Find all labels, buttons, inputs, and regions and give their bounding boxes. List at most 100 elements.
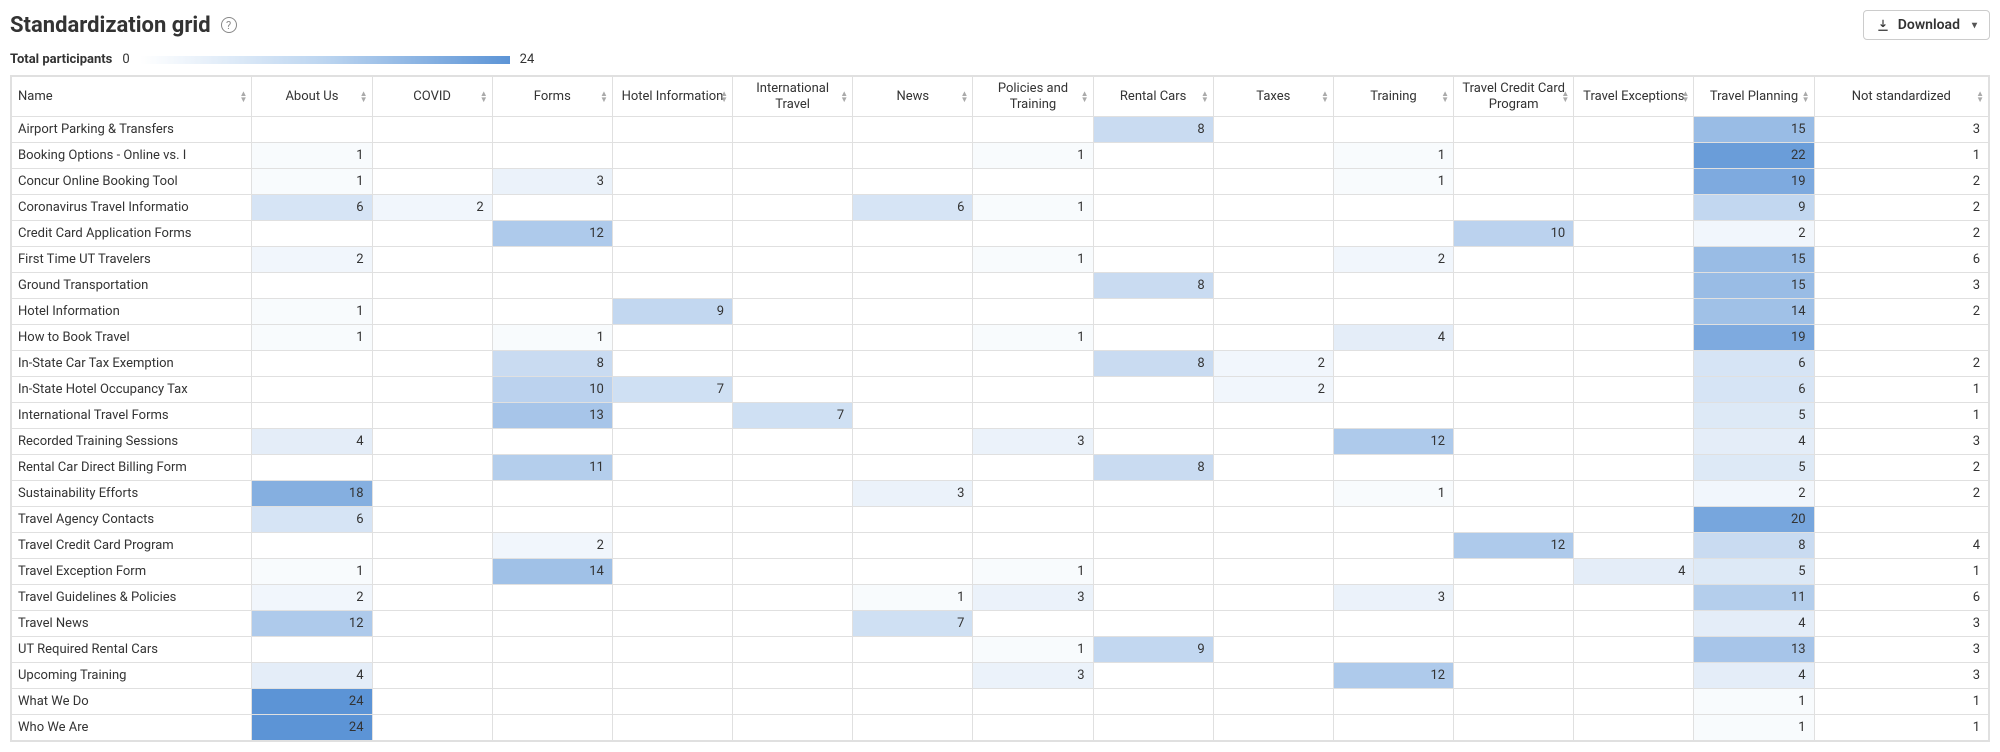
grid-cell [1093,143,1213,169]
grid-cell [853,507,973,533]
row-name[interactable]: Coronavirus Travel Informatio [12,195,252,221]
row-name[interactable]: Travel Credit Card Program [12,533,252,559]
row-name[interactable]: Booking Options - Online vs. I [12,143,252,169]
grid-cell [1093,689,1213,715]
row-name[interactable]: In-State Car Tax Exemption [12,351,252,377]
grid-cell: 1 [973,143,1093,169]
download-button[interactable]: Download ▾ [1863,10,1990,40]
grid-cell: 1 [252,559,372,585]
grid-cell [1213,715,1333,741]
row-name[interactable]: What We Do [12,689,252,715]
grid-cell [853,117,973,143]
row-name[interactable]: Travel Exception Form [12,559,252,585]
grid-cell: 1 [252,169,372,195]
column-header[interactable]: Taxes▲▼ [1213,77,1333,117]
row-name[interactable]: Hotel Information [12,299,252,325]
grid-cell [1213,273,1333,299]
row-name[interactable]: Upcoming Training [12,663,252,689]
column-header[interactable]: Travel Credit Card Program▲▼ [1454,77,1574,117]
grid-cell [1454,377,1574,403]
grid-cell [612,455,732,481]
row-name[interactable]: Travel News [12,611,252,637]
grid-cell [492,247,612,273]
grid-cell [973,533,1093,559]
column-header[interactable]: International Travel▲▼ [733,77,853,117]
grid-cell [612,429,732,455]
grid-cell [372,689,492,715]
column-header[interactable]: Training▲▼ [1333,77,1453,117]
row-name[interactable]: Who We Are [12,715,252,741]
grid-cell [492,663,612,689]
row-name[interactable]: UT Required Rental Cars [12,637,252,663]
grid-cell [733,247,853,273]
grid-cell [1454,299,1574,325]
grid-cell [1333,559,1453,585]
grid-cell [1213,637,1333,663]
column-header[interactable]: About Us▲▼ [252,77,372,117]
grid-cell [492,637,612,663]
grid-cell [1093,507,1213,533]
grid-cell [252,377,372,403]
grid-cell [372,507,492,533]
download-icon [1876,18,1890,32]
row-name[interactable]: Rental Car Direct Billing Form [12,455,252,481]
column-header[interactable]: Name▲▼ [12,77,252,117]
column-header[interactable]: Forms▲▼ [492,77,612,117]
grid-cell [1093,533,1213,559]
grid-cell [612,117,732,143]
grid-cell [1574,455,1694,481]
table-row: Who We Are2411 [12,715,1989,741]
grid-cell [612,637,732,663]
column-header[interactable]: Not standardized▲▼ [1814,77,1988,117]
row-name[interactable]: Sustainability Efforts [12,481,252,507]
grid-cell: 1 [1814,689,1988,715]
grid-cell [1454,715,1574,741]
row-name[interactable]: Travel Guidelines & Policies [12,585,252,611]
grid-cell: 6 [1694,377,1814,403]
info-icon[interactable]: ? [221,17,237,33]
row-name[interactable]: Ground Transportation [12,273,252,299]
grid-cell [372,117,492,143]
column-header[interactable]: Travel Exceptions▲▼ [1574,77,1694,117]
grid-cell: 2 [1814,299,1988,325]
row-name[interactable]: Credit Card Application Forms [12,221,252,247]
grid-cell: 1 [1694,715,1814,741]
row-name[interactable]: Travel Agency Contacts [12,507,252,533]
row-name[interactable]: How to Book Travel [12,325,252,351]
table-row: Ground Transportation8153 [12,273,1989,299]
grid-cell [1213,143,1333,169]
column-header[interactable]: Rental Cars▲▼ [1093,77,1213,117]
table-row: What We Do2411 [12,689,1989,715]
column-header[interactable]: COVID▲▼ [372,77,492,117]
grid-cell: 3 [973,585,1093,611]
grid-cell [973,715,1093,741]
column-header[interactable]: Travel Planning▲▼ [1694,77,1814,117]
row-name[interactable]: Airport Parking & Transfers [12,117,252,143]
row-name[interactable]: In-State Hotel Occupancy Tax [12,377,252,403]
row-name[interactable]: Concur Online Booking Tool [12,169,252,195]
participants-min: 0 [122,52,129,67]
row-name[interactable]: First Time UT Travelers [12,247,252,273]
grid-cell [1093,377,1213,403]
grid-cell: 1 [1333,481,1453,507]
grid-cell: 1 [853,585,973,611]
grid-cell [492,507,612,533]
grid-cell [492,429,612,455]
column-header[interactable]: Policies and Training▲▼ [973,77,1093,117]
grid-cell [1213,507,1333,533]
grid-cell [1454,169,1574,195]
grid-cell [612,533,732,559]
column-header[interactable]: Hotel Information▲▼ [612,77,732,117]
grid-cell [733,143,853,169]
grid-cell: 2 [1814,195,1988,221]
row-name[interactable]: Recorded Training Sessions [12,429,252,455]
participants-max: 24 [520,52,535,67]
grid-cell: 4 [1694,611,1814,637]
grid-cell: 14 [492,559,612,585]
table-row: Upcoming Training431243 [12,663,1989,689]
column-header[interactable]: News▲▼ [853,77,973,117]
grid-cell [1213,169,1333,195]
grid-cell: 2 [1814,169,1988,195]
grid-cell [1093,429,1213,455]
row-name[interactable]: International Travel Forms [12,403,252,429]
